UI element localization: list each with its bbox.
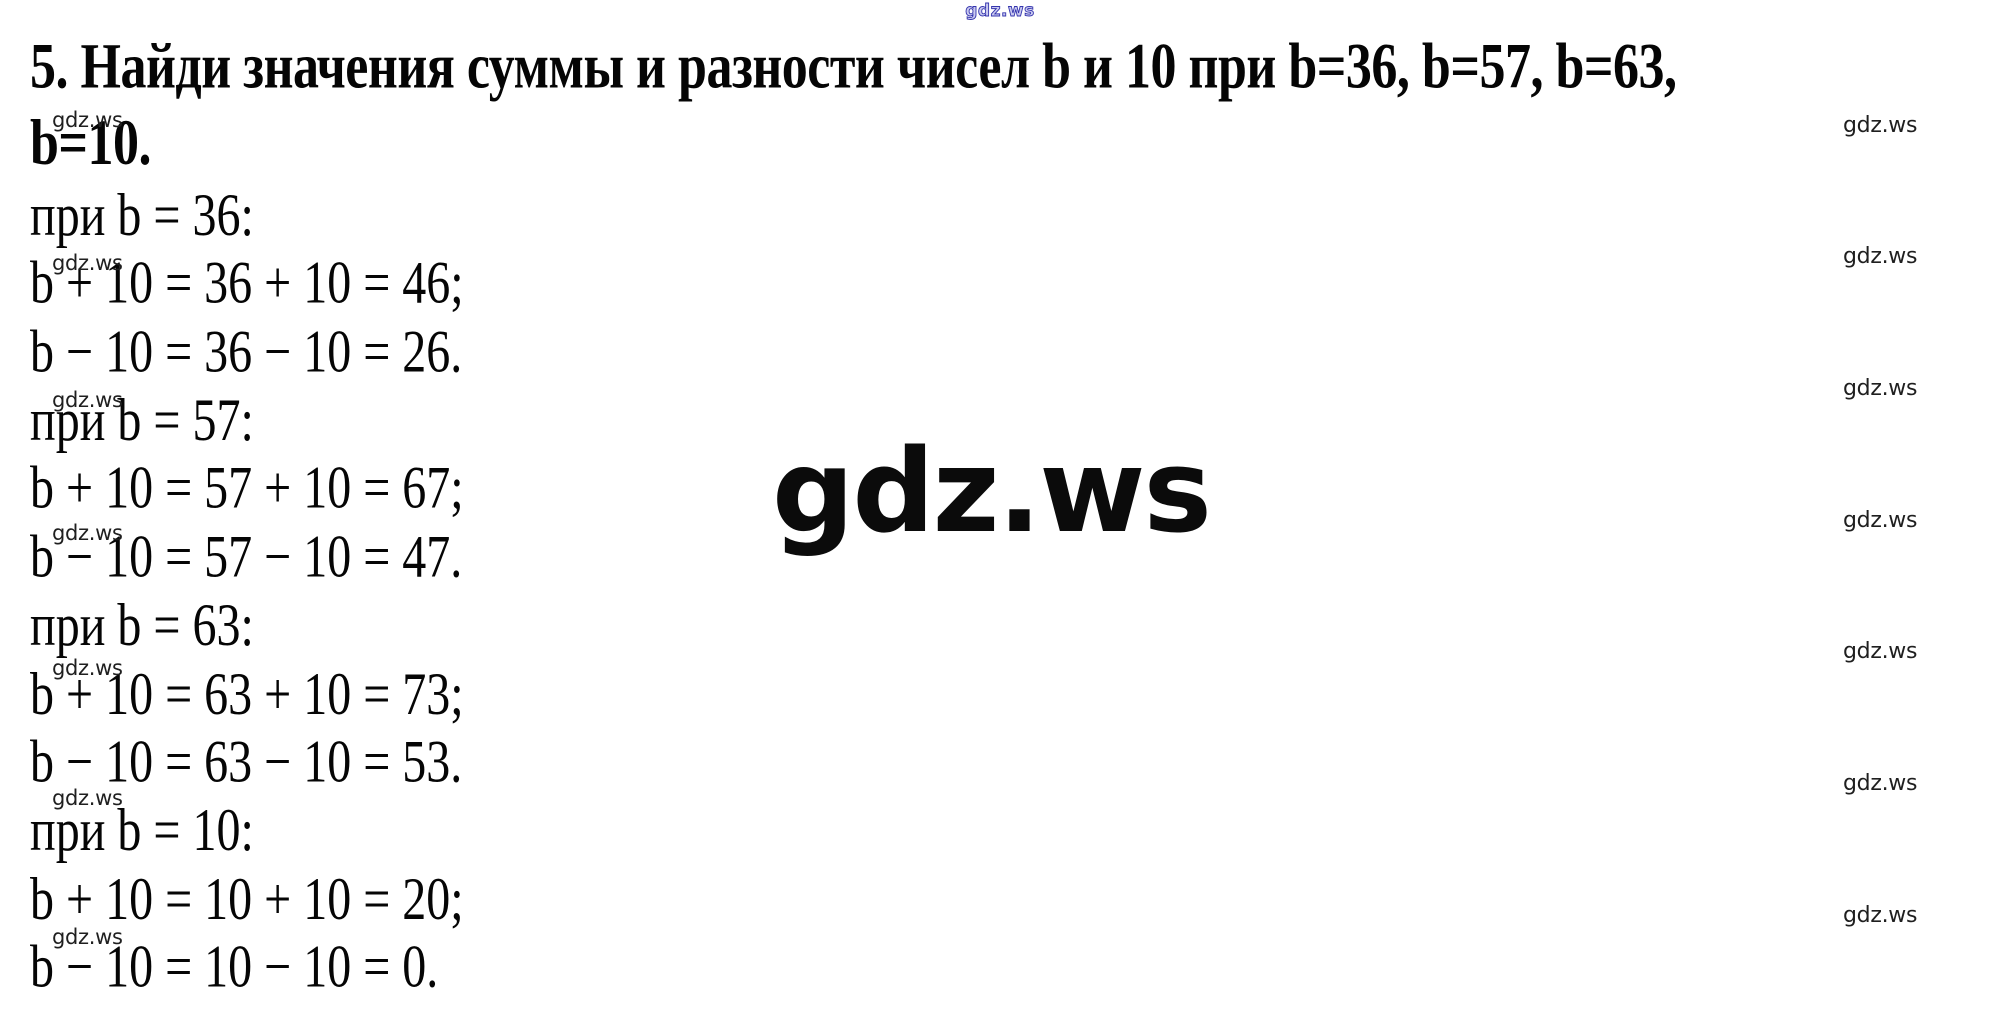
- problem-title-line2: b=10.: [30, 107, 152, 179]
- problem-title-line1: 5. Найди значения суммы и разности чисел…: [30, 31, 1677, 103]
- solution-line: b + 10 = 57 + 10 = 67;: [30, 455, 464, 522]
- solution-line: b + 10 = 63 + 10 = 73;: [30, 660, 464, 727]
- watermark-small: gdz.ws: [52, 656, 123, 680]
- watermark-large: gdz.ws: [772, 425, 1212, 559]
- solution-line: b − 10 = 57 − 10 = 47.: [30, 523, 463, 591]
- watermark-small: gdz.ws: [52, 108, 123, 132]
- watermark-small: gdz.ws: [1843, 244, 1918, 269]
- watermark-small: gdz.ws: [52, 388, 123, 412]
- solution-line: b + 10 = 10 + 10 = 20;: [30, 865, 464, 933]
- watermark-small: gdz.ws: [52, 251, 123, 275]
- solution-line: при b = 63:: [30, 592, 254, 659]
- solution-line: при b = 57:: [30, 387, 254, 454]
- solution-line: при b = 10:: [30, 797, 254, 864]
- watermark-small: gdz.ws: [1843, 771, 1918, 796]
- watermark-small: gdz.ws: [52, 925, 123, 949]
- watermark-small: gdz.ws: [1843, 639, 1918, 664]
- solution-text-block: 5. Найди значения суммы и разности чисел…: [30, 30, 1677, 1003]
- watermark-small: gdz.ws: [1843, 113, 1918, 138]
- watermark-blue: gdz.ws: [965, 1, 1035, 22]
- watermark-small: gdz.ws: [1843, 376, 1918, 401]
- watermark-small: gdz.ws: [52, 521, 123, 545]
- solution-line: b − 10 = 63 − 10 = 53.: [30, 729, 463, 796]
- solution-line: b − 10 = 36 − 10 = 26.: [30, 318, 463, 385]
- solution-line: b + 10 = 36 + 10 = 46;: [30, 250, 464, 317]
- solution-line: b − 10 = 10 − 10 = 0.: [30, 934, 439, 1001]
- solution-line: при b = 36:: [30, 181, 254, 249]
- watermark-small: gdz.ws: [52, 786, 123, 810]
- watermark-small: gdz.ws: [1843, 903, 1918, 928]
- watermark-small: gdz.ws: [1843, 508, 1918, 533]
